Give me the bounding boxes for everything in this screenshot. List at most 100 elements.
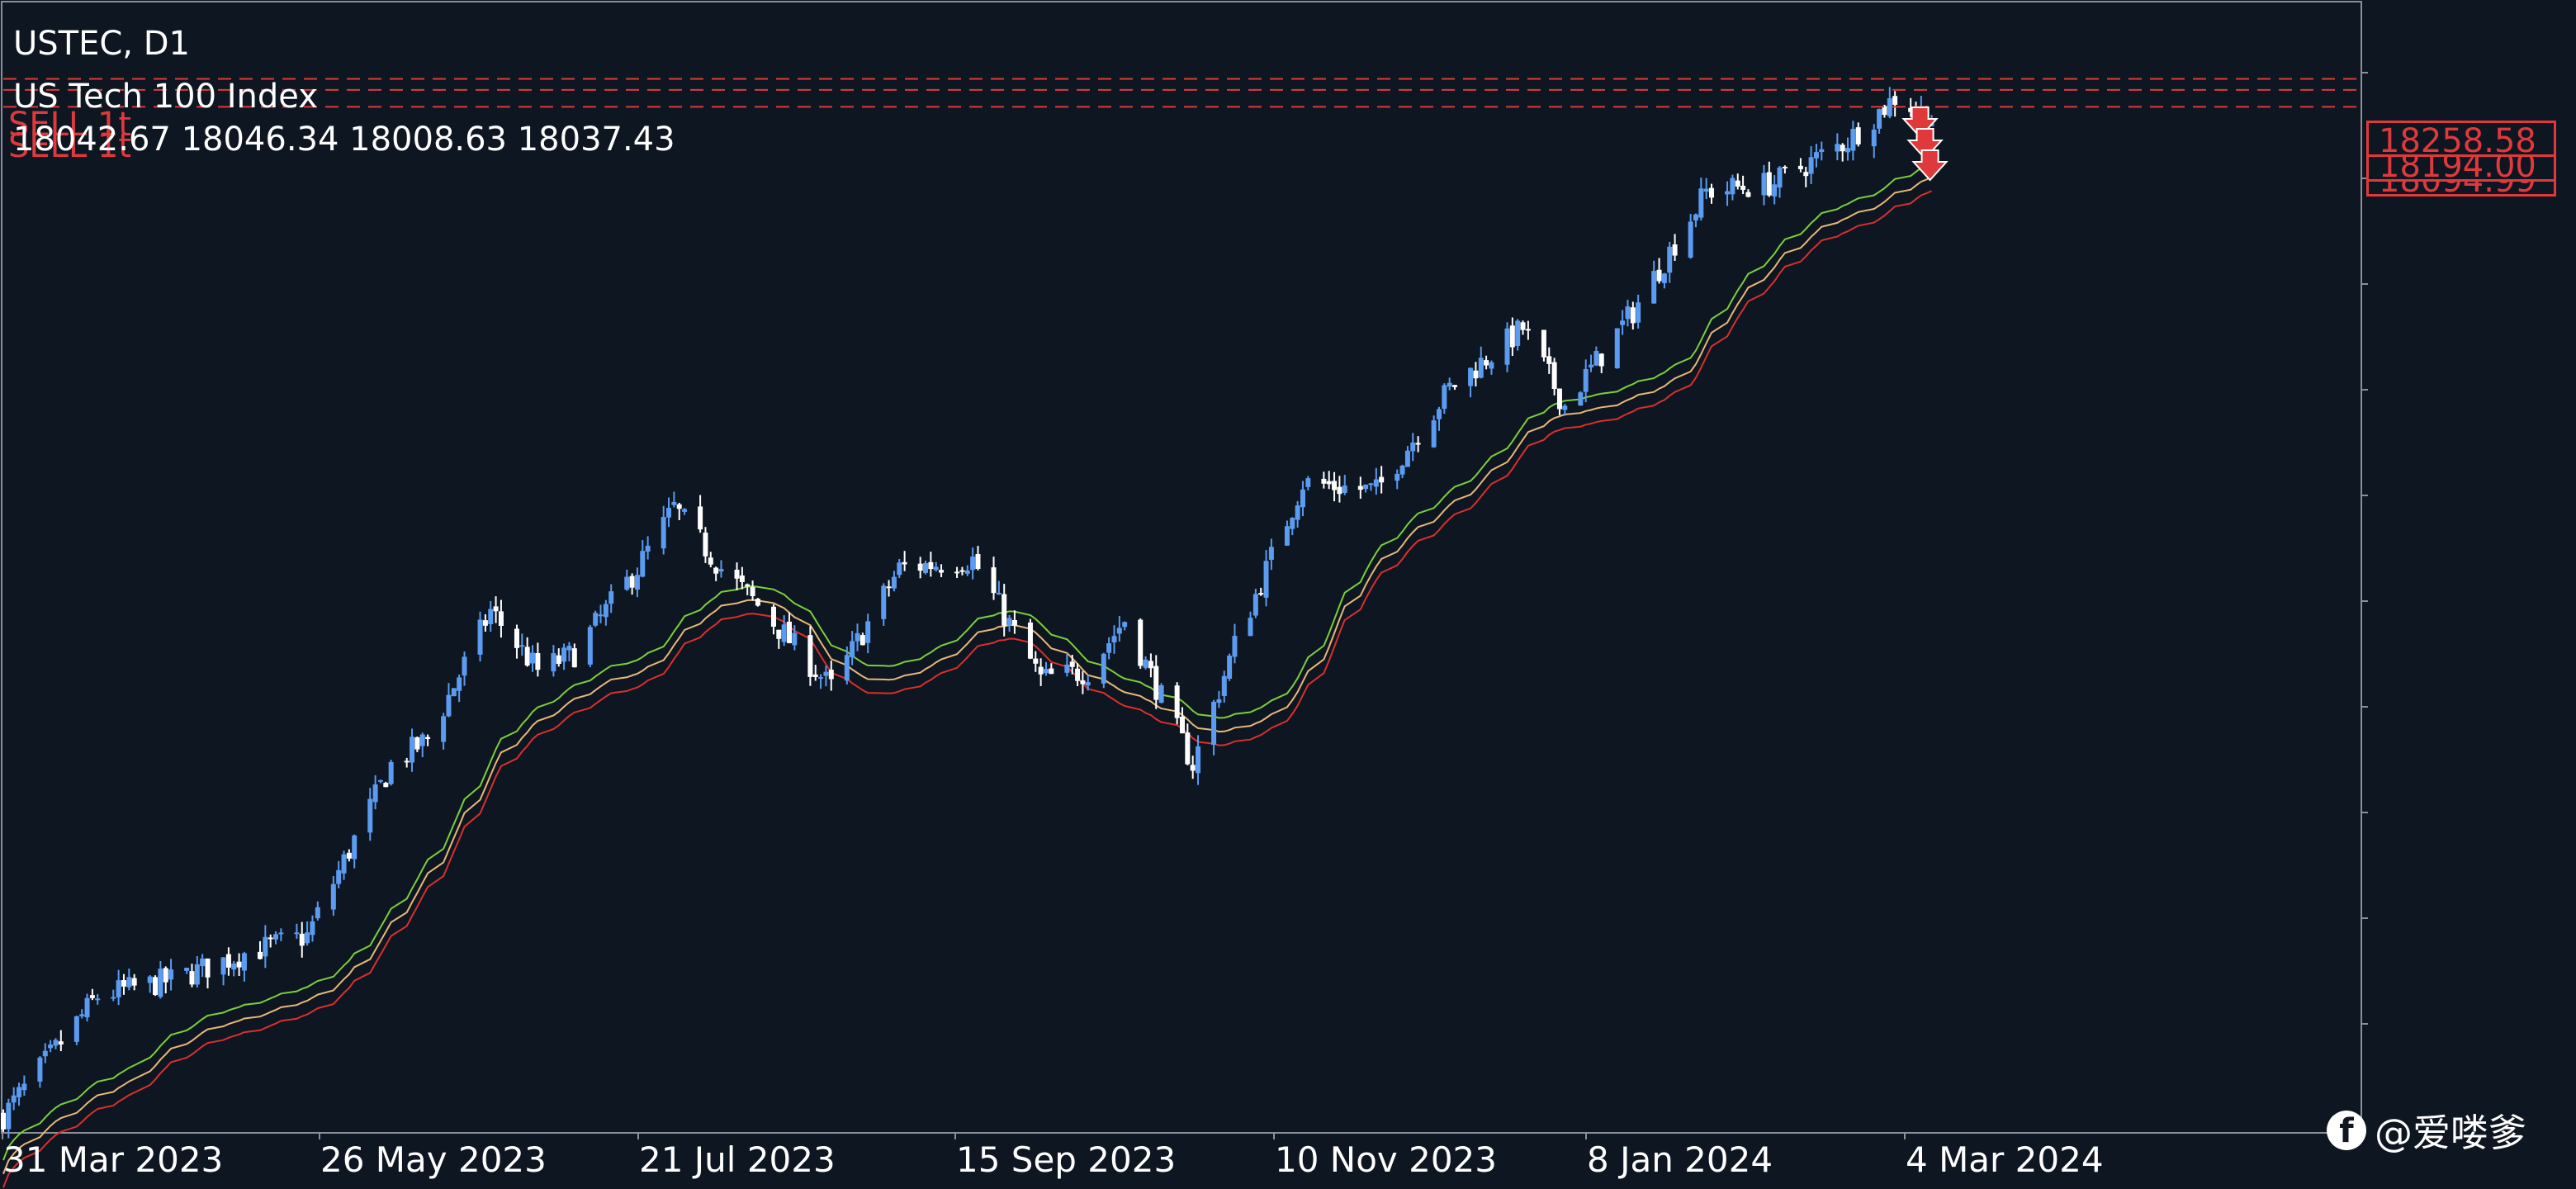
candle-body bbox=[1363, 484, 1369, 490]
candle-body bbox=[1431, 420, 1437, 448]
candle-body bbox=[1661, 273, 1667, 283]
candle-body bbox=[1404, 450, 1410, 467]
candle-body bbox=[770, 606, 776, 628]
candle-body bbox=[891, 576, 897, 589]
candle-body bbox=[1725, 191, 1731, 195]
candle-body bbox=[446, 694, 452, 717]
candle-body bbox=[739, 575, 745, 582]
candle-body bbox=[1541, 329, 1546, 358]
candle-body bbox=[1877, 109, 1882, 129]
candle-body bbox=[1782, 166, 1788, 168]
x-tick-label: 26 May 2023 bbox=[320, 1139, 547, 1180]
candle-body bbox=[1614, 328, 1620, 369]
candle-body bbox=[713, 567, 719, 574]
candle-body bbox=[708, 557, 713, 565]
candle-body bbox=[294, 932, 300, 935]
candle-body bbox=[1033, 658, 1039, 664]
candle-body bbox=[1709, 187, 1715, 198]
candle-body bbox=[859, 635, 865, 646]
candle-body bbox=[902, 561, 907, 565]
candle-body bbox=[1038, 666, 1044, 675]
candle-body bbox=[1777, 167, 1783, 188]
candle-body bbox=[1342, 486, 1347, 493]
candle-body bbox=[1452, 385, 1458, 387]
candle-body bbox=[939, 570, 945, 573]
candle-body bbox=[1835, 144, 1840, 152]
candle-body bbox=[1578, 392, 1584, 406]
candle-body bbox=[498, 611, 504, 626]
candle-body bbox=[241, 953, 247, 971]
candle-body bbox=[1138, 619, 1144, 666]
candle-body bbox=[781, 624, 787, 642]
candle-body bbox=[1379, 476, 1385, 483]
candle-body bbox=[1583, 369, 1589, 392]
candle-body bbox=[79, 1014, 85, 1016]
candle-body bbox=[1357, 486, 1363, 490]
candle-body bbox=[1672, 244, 1678, 256]
candle-body bbox=[1797, 165, 1803, 169]
x-tick-label: 31 Mar 2023 bbox=[3, 1139, 224, 1180]
candle-body bbox=[865, 621, 871, 643]
candle-body bbox=[1043, 669, 1049, 674]
candle-body bbox=[1216, 699, 1222, 703]
candle-body bbox=[666, 508, 672, 518]
candle-body bbox=[1011, 619, 1017, 626]
candle-body bbox=[964, 570, 970, 574]
candle-body bbox=[923, 562, 929, 573]
candle-body bbox=[807, 635, 813, 677]
candle-body bbox=[1395, 473, 1400, 481]
moving-average-line bbox=[2, 190, 1933, 1188]
candle-body bbox=[163, 968, 168, 983]
candle-body bbox=[703, 533, 708, 557]
candle-body bbox=[1892, 96, 1898, 105]
candle-body bbox=[1589, 364, 1594, 368]
candle-body bbox=[1887, 98, 1892, 116]
candle-body bbox=[1808, 157, 1814, 174]
candle-body bbox=[928, 561, 934, 570]
x-tick-label: 8 Jan 2024 bbox=[1587, 1139, 1773, 1180]
candle-body bbox=[1049, 668, 1054, 675]
candle-body bbox=[828, 670, 834, 680]
candle-body bbox=[11, 1095, 17, 1103]
candle-body bbox=[388, 761, 394, 784]
candle-body bbox=[844, 655, 850, 681]
candle-body bbox=[571, 648, 577, 668]
candle-body bbox=[58, 1041, 64, 1045]
candle-body bbox=[84, 997, 90, 1018]
candle-body bbox=[1268, 547, 1274, 560]
x-tick-label: 10 Nov 2023 bbox=[1275, 1139, 1498, 1180]
candle-body bbox=[1258, 593, 1264, 595]
candle-body bbox=[671, 501, 677, 505]
candle-body bbox=[1468, 367, 1474, 386]
candle-body bbox=[598, 614, 604, 617]
candle-body bbox=[1069, 661, 1075, 667]
sell-arrow-icon bbox=[1911, 149, 1949, 182]
candle-body bbox=[377, 779, 383, 782]
candle-body bbox=[1772, 184, 1778, 197]
watermark: f @爱喽爹 bbox=[2327, 1103, 2526, 1158]
candle-body bbox=[812, 674, 818, 677]
candle-body bbox=[551, 653, 556, 672]
candle-body bbox=[37, 1057, 43, 1082]
candle-body bbox=[1688, 221, 1693, 258]
candle-body bbox=[535, 652, 541, 670]
candle-body bbox=[886, 586, 892, 589]
candle-body bbox=[1636, 302, 1641, 323]
candle-body bbox=[1290, 518, 1295, 529]
candle-body bbox=[1252, 594, 1258, 616]
facebook-icon: f bbox=[2327, 1111, 2366, 1150]
candle-body bbox=[954, 571, 960, 574]
candle-body bbox=[383, 783, 389, 788]
candle-body bbox=[147, 976, 153, 983]
candle-body bbox=[1232, 636, 1238, 657]
chart-symbol-title: USTEC, D1 bbox=[13, 25, 190, 63]
candle-body bbox=[1332, 481, 1338, 490]
candle-body bbox=[587, 627, 593, 665]
candle-body bbox=[593, 613, 599, 626]
candle-body bbox=[189, 971, 195, 985]
candle-body bbox=[1248, 618, 1253, 637]
candle-body bbox=[367, 798, 373, 833]
candle-body bbox=[634, 575, 640, 590]
candle-body bbox=[168, 969, 174, 980]
